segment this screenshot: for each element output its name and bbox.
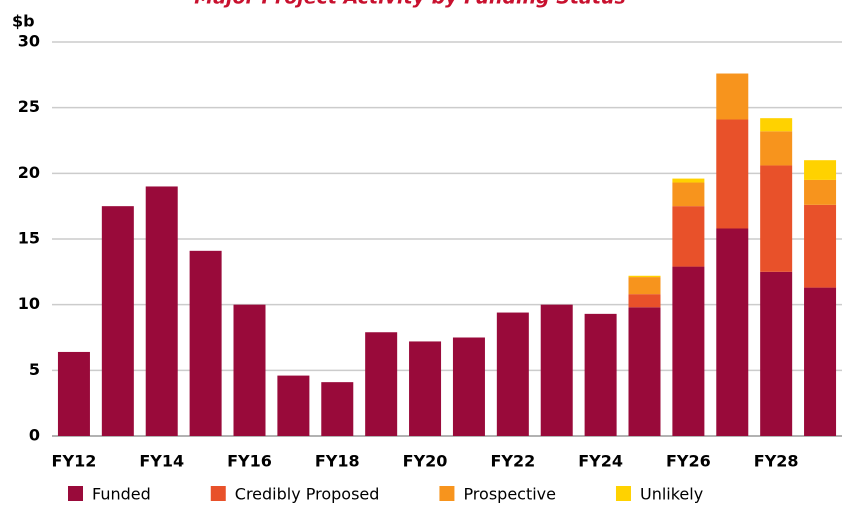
legend-swatch xyxy=(439,486,455,501)
x-tick-label: FY18 xyxy=(315,452,360,471)
bar-segment xyxy=(628,307,661,436)
legend-label: Credibly Proposed xyxy=(235,485,380,504)
bar-segment xyxy=(672,182,705,207)
y-tick-label: 10 xyxy=(18,294,40,313)
x-tick-label: FY16 xyxy=(227,452,272,471)
bar-segment xyxy=(716,119,749,229)
bar-segment xyxy=(804,204,837,288)
legend-swatch xyxy=(615,486,631,501)
bar-segment xyxy=(145,186,178,436)
legend-swatch xyxy=(210,486,226,501)
y-tick-label: 5 xyxy=(29,360,40,379)
x-tick-label: FY12 xyxy=(52,452,97,471)
bar-segment xyxy=(57,351,90,436)
bar-segment xyxy=(321,382,354,436)
x-tick-label: FY14 xyxy=(139,452,184,471)
bar-segment xyxy=(760,271,793,436)
bar-segment xyxy=(804,160,837,180)
bar-segment xyxy=(233,304,266,436)
bar-segment xyxy=(540,304,573,436)
legend-label: Prospective xyxy=(463,485,556,504)
x-tick-label: FY22 xyxy=(490,452,535,471)
bar-segment xyxy=(628,294,661,308)
bar-segment xyxy=(760,118,793,132)
bar-segment xyxy=(409,341,442,436)
x-tick-label: FY28 xyxy=(754,452,799,471)
x-tick-label: FY26 xyxy=(666,452,711,471)
bar-segment xyxy=(672,266,705,436)
bar-segment xyxy=(584,313,617,436)
legend-label: Funded xyxy=(92,485,151,504)
y-tick-label: 0 xyxy=(29,426,40,445)
bar-segment xyxy=(760,165,793,272)
x-tick-label: FY24 xyxy=(578,452,623,471)
bar-segment xyxy=(760,131,793,166)
legend-swatch xyxy=(68,486,83,501)
bar-segment xyxy=(189,250,222,436)
y-tick-label: 20 xyxy=(18,163,40,182)
bar-segment xyxy=(101,206,134,436)
bar-segment xyxy=(672,206,705,267)
legend-label: Unlikely xyxy=(640,485,703,504)
x-tick-label: FY20 xyxy=(403,452,448,471)
y-axis-label: $b xyxy=(12,12,35,31)
bar-segment xyxy=(628,277,661,295)
y-tick-label: 25 xyxy=(18,97,40,116)
chart-title: Major Project Activity by Funding Status xyxy=(194,0,626,9)
bar-segment xyxy=(716,73,749,120)
y-tick-label: 15 xyxy=(18,229,40,248)
bar-segment xyxy=(628,275,661,278)
bar-segment xyxy=(496,312,529,436)
bar-segment xyxy=(452,337,485,436)
bar-segment xyxy=(365,332,398,436)
bar-segment xyxy=(804,179,837,205)
y-tick-label: 30 xyxy=(18,32,40,51)
bar-segment xyxy=(277,375,310,436)
bar-segment xyxy=(804,287,837,436)
bar-segment xyxy=(716,228,749,436)
bar-segment xyxy=(672,178,705,183)
